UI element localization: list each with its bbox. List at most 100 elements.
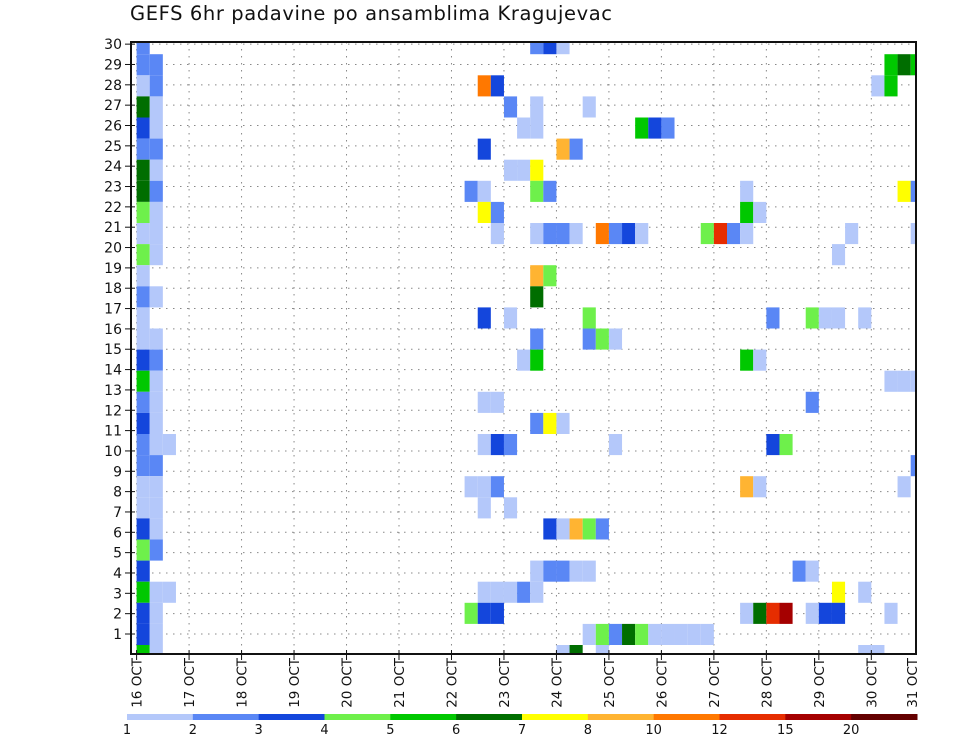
y-tick-label: 27 [104, 98, 122, 114]
heatmap-cell [740, 349, 754, 371]
legend-label: 20 [843, 723, 860, 738]
legend-swatch [587, 714, 655, 720]
y-tick-label: 19 [104, 261, 122, 277]
y-tick-label: 5 [113, 546, 122, 562]
heatmap-cell [503, 159, 518, 181]
heatmap-cell [530, 412, 544, 434]
heatmap-cell [595, 328, 609, 350]
heatmap-cell [910, 370, 916, 392]
heatmap-cell [149, 54, 163, 76]
heatmap-cell [503, 307, 518, 329]
heatmap-cell [477, 581, 491, 603]
heatmap-cell [582, 560, 596, 582]
heatmap-cell [136, 286, 150, 308]
heatmap-cell [700, 223, 714, 245]
heatmap-cell [530, 159, 544, 181]
heatmap-cell [477, 434, 491, 456]
heatmap-cell [490, 223, 504, 245]
plot-frame [130, 41, 917, 655]
heatmap-cell [622, 623, 636, 645]
heatmap-cell [464, 180, 478, 202]
y-tick-label: 1 [113, 627, 122, 643]
heatmap-cell [766, 602, 780, 624]
heatmap-cell [149, 180, 163, 202]
heatmap-cell [910, 180, 916, 202]
legend-label: 7 [518, 723, 526, 738]
legend-label: 15 [777, 723, 794, 738]
heatmap-cell [595, 518, 609, 540]
heatmap-cell [136, 180, 150, 202]
x-tick-label: 18 OCT [235, 657, 251, 708]
heatmap-cell [556, 223, 570, 245]
y-tick-label: 22 [104, 200, 122, 216]
heatmap-cell [136, 54, 150, 76]
heatmap-cell [530, 349, 544, 371]
legend-label: 2 [189, 723, 197, 738]
heatmap-cell [136, 223, 150, 245]
heatmap-cell [490, 581, 504, 603]
heatmap-cell [149, 370, 163, 392]
heatmap-cell [149, 434, 163, 456]
heatmap-cell [149, 455, 163, 477]
heatmap-cell [753, 201, 767, 223]
heatmap-cell [490, 476, 504, 498]
legend-swatch [192, 714, 260, 720]
heatmap-cell [136, 75, 150, 97]
heatmap-cell [582, 96, 596, 118]
heatmap-cell [556, 42, 570, 55]
heatmap-cell [858, 645, 872, 654]
legend-label: 3 [255, 723, 263, 738]
heatmap-cell [569, 223, 583, 245]
legend-swatch [324, 714, 391, 720]
heatmap-cell [477, 138, 491, 160]
x-tick-label: 29 OCT [812, 657, 828, 708]
legend-label: 1 [123, 723, 131, 738]
heatmap-cell [136, 645, 150, 654]
heatmap-cell [740, 201, 754, 223]
heatmap-cell [556, 560, 570, 582]
heatmap-cell [897, 476, 911, 498]
y-tick-label: 25 [104, 139, 122, 155]
heatmap-cell [517, 349, 531, 371]
y-tick-label: 15 [104, 342, 122, 358]
heatmap-cell [766, 307, 780, 329]
x-tick-label: 28 OCT [759, 657, 775, 708]
x-tick-label: 30 OCT [864, 657, 880, 708]
y-tick-label: 13 [104, 383, 122, 399]
heatmap-cell [858, 307, 872, 329]
heatmap-cell [530, 223, 544, 245]
heatmap-cell [661, 623, 675, 645]
heatmap-cell [530, 117, 544, 139]
x-tick-label: 26 OCT [654, 657, 670, 708]
x-tick-label: 22 OCT [444, 657, 460, 708]
heatmap-cell [556, 645, 570, 654]
heatmap-cell [530, 560, 544, 582]
legend-swatch [127, 714, 194, 720]
heatmap-cell [582, 328, 596, 350]
y-tick-label: 30 [104, 37, 122, 53]
heatmap-cell [648, 117, 662, 139]
heatmap-cell [753, 349, 767, 371]
heatmap-cell [530, 42, 544, 55]
heatmap-cell [582, 623, 596, 645]
heatmap-cell [622, 223, 636, 245]
heatmap-cell [530, 265, 544, 287]
heatmap-cell [635, 223, 649, 245]
heatmap-cell [635, 623, 649, 645]
heatmap-cell [517, 159, 531, 181]
heatmap-cells [136, 42, 916, 654]
heatmap-cell [503, 497, 518, 519]
y-tick-label: 16 [104, 322, 122, 338]
heatmap-cell [149, 539, 163, 561]
y-tick-label: 2 [113, 607, 122, 623]
heatmap-cell [136, 307, 150, 329]
heatmap-cell [530, 286, 544, 308]
heatmap-cell [608, 328, 623, 350]
y-tick-label: 18 [104, 281, 122, 297]
heatmap-cell [818, 602, 832, 624]
heatmap-cell [136, 434, 150, 456]
heatmap-cell [543, 560, 557, 582]
heatmap-cell [608, 223, 623, 245]
heatmap-cell [530, 328, 544, 350]
heatmap-cell [910, 223, 916, 245]
